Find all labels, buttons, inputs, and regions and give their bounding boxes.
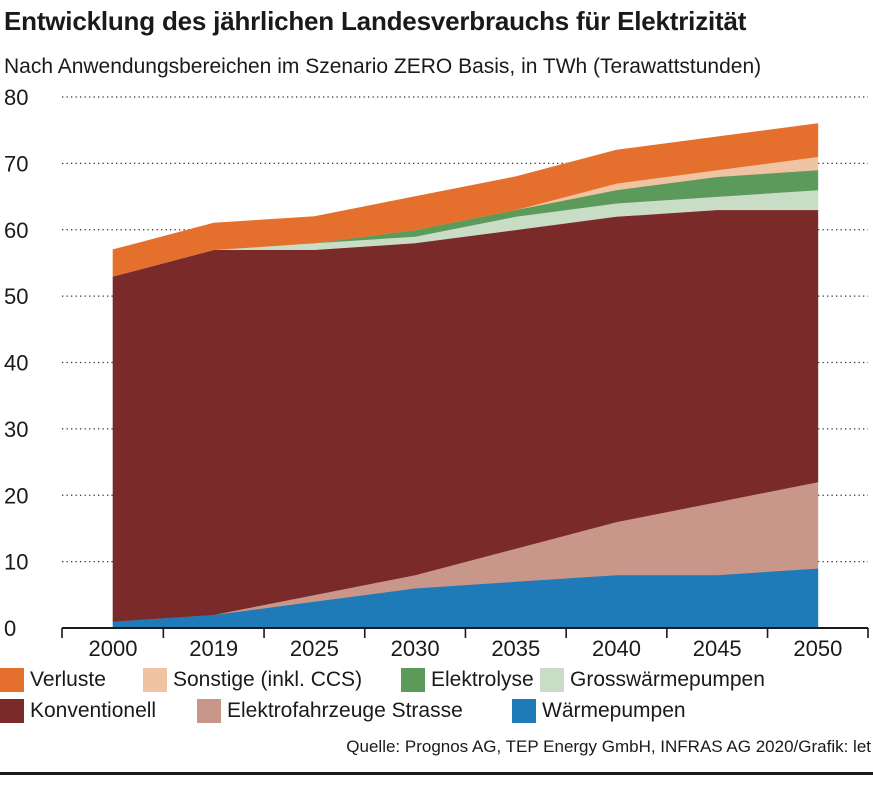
stacked-areas	[112, 123, 819, 629]
chart-subtitle: Nach Anwendungsbereichen im Szenario ZER…	[4, 55, 762, 78]
legend-label: Elektrofahrzeuge Strasse	[227, 699, 463, 722]
x-tick-label: 2045	[693, 636, 742, 661]
y-tick-label: 80	[4, 85, 28, 110]
legend-swatch	[540, 668, 564, 692]
legend-item: Konventionell	[0, 699, 156, 723]
source-note: Quelle: Prognos AG, TEP Energy GmbH, INF…	[346, 737, 871, 756]
y-tick-label: 10	[4, 550, 28, 575]
x-tick-label: 2040	[592, 636, 641, 661]
legend-swatch	[512, 699, 536, 723]
legend-label: Verluste	[30, 668, 106, 691]
legend-item: Verluste	[0, 668, 106, 692]
legend-item: Sonstige (inkl. CCS)	[143, 668, 362, 692]
legend-item: Elektrofahrzeuge Strasse	[197, 699, 463, 723]
x-tick-label: 2025	[290, 636, 339, 661]
chart-title: Entwicklung des jährlichen Landesverbrau…	[4, 6, 747, 36]
y-tick-label: 70	[4, 151, 28, 176]
legend-label: Konventionell	[30, 699, 157, 722]
y-tick-label: 0	[4, 616, 16, 641]
x-tick-label: 2019	[189, 636, 238, 661]
x-tick-label: 2030	[391, 636, 440, 661]
legend-swatch	[197, 699, 221, 723]
legend-item: Elektrolyse	[401, 668, 534, 692]
legend-label: Elektrolyse	[431, 668, 534, 691]
y-tick-label: 20	[4, 483, 28, 508]
legend-swatch	[401, 668, 425, 692]
y-tick-label: 30	[4, 417, 28, 442]
legend-label: Wärmepumpen	[542, 699, 686, 722]
y-tick-label: 60	[4, 218, 28, 243]
y-tick-label: 40	[4, 351, 28, 376]
legend-label: Sonstige (inkl. CCS)	[173, 668, 363, 691]
legend-label: Grosswärmepumpen	[570, 668, 765, 691]
legend-item: Grosswärmepumpen	[540, 668, 765, 692]
y-tick-label: 50	[4, 284, 28, 309]
x-tick-label: 2050	[793, 636, 842, 661]
legend-swatch	[0, 668, 24, 692]
bottom-rule	[0, 772, 873, 775]
legend-item: Wärmepumpen	[512, 699, 686, 723]
area-series-verluste	[112, 123, 819, 277]
x-tick-label: 2035	[491, 636, 540, 661]
legend-swatch	[0, 699, 24, 723]
x-tick-label: 2000	[89, 636, 138, 661]
legend-swatch	[143, 668, 167, 692]
